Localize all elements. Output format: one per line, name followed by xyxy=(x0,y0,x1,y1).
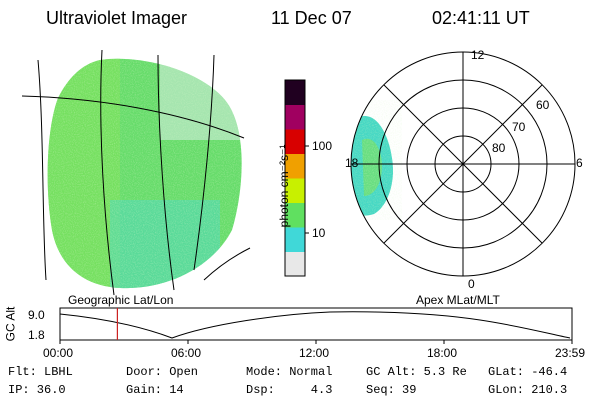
polar-spoke xyxy=(383,84,543,244)
longitude-line xyxy=(157,54,175,291)
info-door: Door: Open xyxy=(126,365,199,379)
altitude-ytick-low: 1.8 xyxy=(28,328,45,342)
lat-label-70: 70 xyxy=(512,120,526,134)
info-filter: Flt: LBHL xyxy=(8,365,73,379)
colorbar-frame xyxy=(284,79,306,277)
altitude-curve xyxy=(59,311,571,339)
longitude-line xyxy=(203,247,251,281)
colorbar-swatch xyxy=(285,178,305,203)
altitude-frame xyxy=(59,307,573,341)
instrument-title: Ultraviolet Imager xyxy=(46,8,188,28)
colorbar-swatch xyxy=(285,129,305,154)
altitude-ylabel: GC Alt xyxy=(3,306,18,342)
altitude-plot xyxy=(59,307,573,344)
apex-projection-label: Apex MLat/MLT xyxy=(416,293,500,307)
lat-label-60: 60 xyxy=(536,98,550,112)
colorbar-tick-10: 10 xyxy=(312,226,326,240)
xtick-1200: 12:00 xyxy=(299,346,330,360)
mlt-label-12: 12 xyxy=(471,48,485,62)
mlt-label-6: 6 xyxy=(576,156,583,170)
longitude-line xyxy=(37,59,47,281)
info-ip: IP: 36.0 xyxy=(8,383,66,397)
colorbar-swatch xyxy=(285,80,305,105)
colorbar-swatch xyxy=(285,104,305,130)
info-mode: Mode: Normal xyxy=(246,365,333,379)
xtick-2359: 23:59 xyxy=(555,346,586,360)
lat-label-80: 80 xyxy=(492,141,506,155)
altitude-ytick-high: 9.0 xyxy=(28,308,45,322)
info-gc-alt: GC Alt: 5.3 Re xyxy=(366,365,467,379)
colorbar-swatch xyxy=(285,227,305,252)
geo-grid xyxy=(21,49,251,296)
geographic-image xyxy=(21,49,251,296)
date-label: 11 Dec 07 xyxy=(271,8,352,28)
info-dsp: Dsp: 4.3 xyxy=(246,383,333,397)
info-glon: GLon: 210.3 xyxy=(488,383,568,397)
info-gain: Gain: 14 xyxy=(126,383,184,397)
longitude-line xyxy=(100,49,115,296)
geographic-projection-label: Geographic Lat/Lon xyxy=(68,293,174,307)
latitude-line xyxy=(21,95,245,139)
colorbar xyxy=(284,79,309,277)
info-seq: Seq: 39 xyxy=(366,383,417,397)
colorbar-tick-100: 100 xyxy=(312,139,333,153)
colorbar-swatch xyxy=(285,251,305,277)
aurora-speckle xyxy=(47,58,242,289)
info-glat: GLat: -46.4 xyxy=(488,365,568,379)
polar-plot xyxy=(350,51,576,277)
xtick-1800: 18:00 xyxy=(427,346,458,360)
time-label: 02:41:11 UT xyxy=(432,8,530,28)
xtick-0000: 00:00 xyxy=(43,346,74,360)
colorbar-swatch xyxy=(285,153,305,179)
colorbar-unit-label: photon cm⁻²s⁻¹ xyxy=(277,144,291,228)
mlt-label-18: 18 xyxy=(345,156,359,170)
colorbar-swatch xyxy=(285,202,305,228)
longitude-line xyxy=(193,54,215,271)
mlt-label-0: 0 xyxy=(468,277,475,291)
xtick-0600: 06:00 xyxy=(171,346,202,360)
